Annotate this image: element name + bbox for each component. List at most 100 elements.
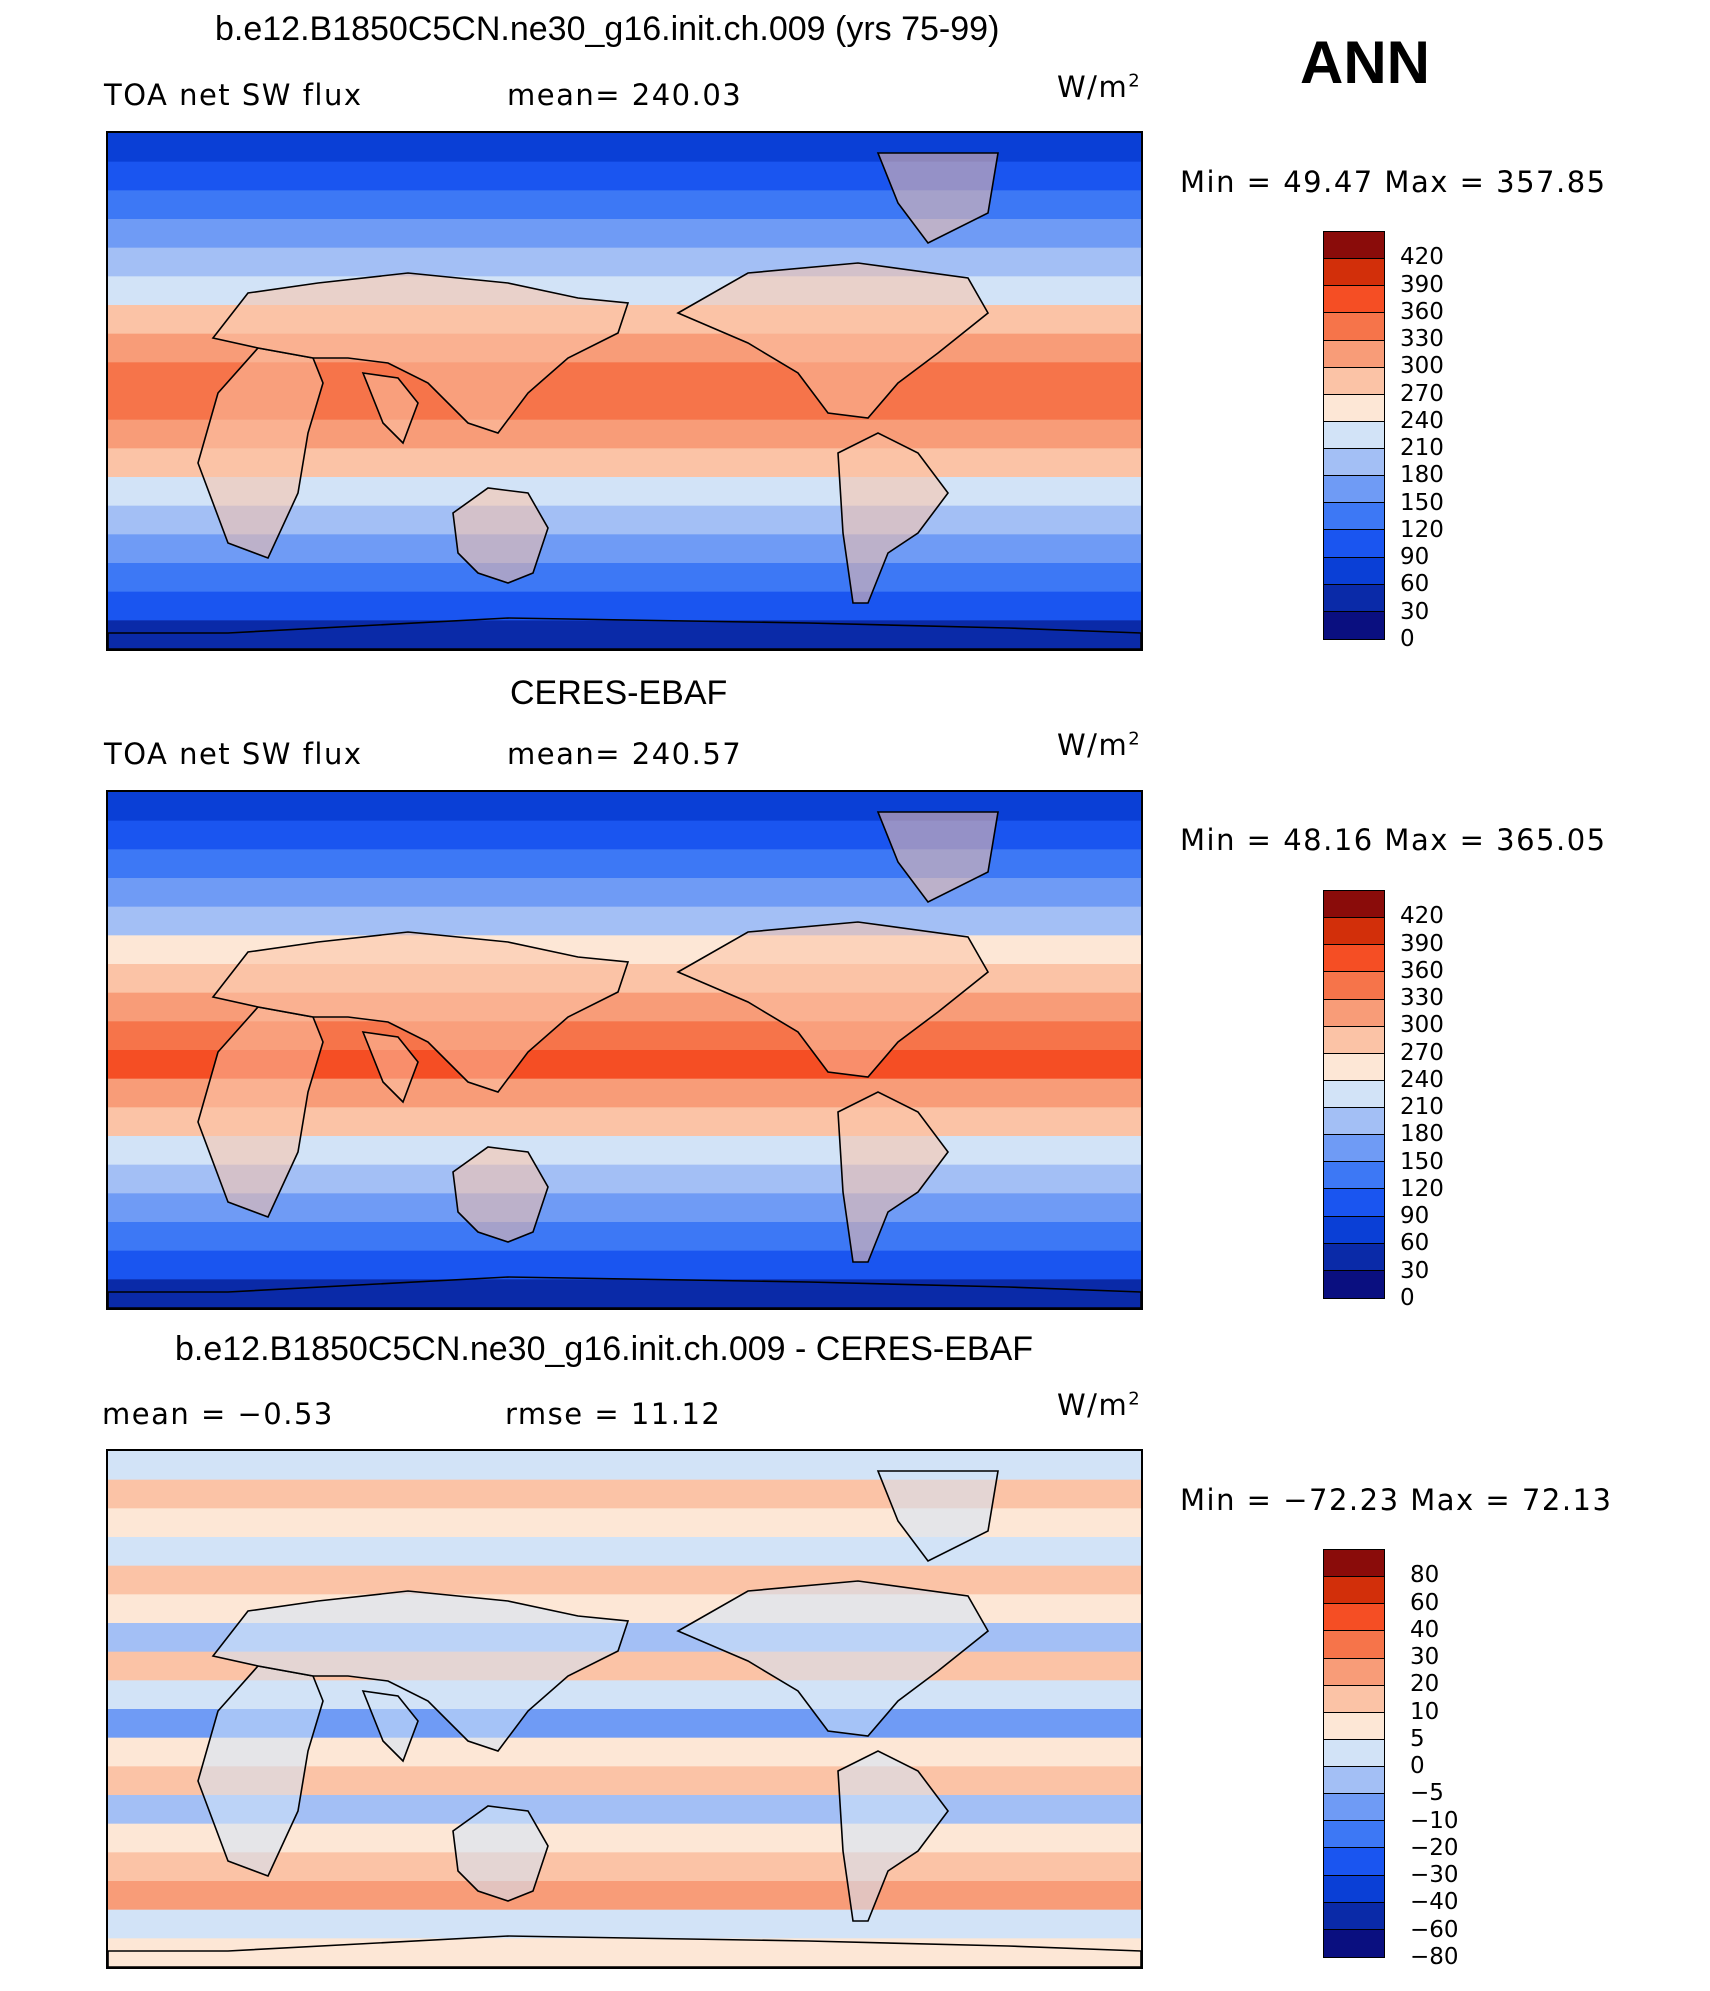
- zonal-band: [108, 878, 1141, 908]
- panel3-title: b.e12.B1850C5CN.ne30_g16.init.ch.009 - C…: [175, 1330, 1034, 1368]
- panel2-title: CERES-EBAF: [510, 674, 728, 712]
- zonal-band: [108, 1222, 1141, 1252]
- colorbar-swatch: [1324, 232, 1384, 260]
- colorbar-swatch: [1324, 259, 1384, 287]
- colorbar-swatch: [1324, 1135, 1384, 1163]
- coastline: [676, 921, 990, 1078]
- colorbar-swatch: [1324, 1739, 1384, 1767]
- colorbar-swatch: [1324, 530, 1384, 558]
- coastline: [211, 1590, 630, 1752]
- panel1-units: W/m2: [1057, 70, 1142, 104]
- colorbar-tick-label: 180: [1400, 1121, 1444, 1148]
- coastline: [837, 1091, 949, 1263]
- panel1-center-label: mean= 240.03: [507, 78, 743, 112]
- colorbar-tick-label: 300: [1400, 1012, 1444, 1039]
- colorbar-tick-label: 30: [1400, 1257, 1430, 1284]
- colorbar-tick-label: 10: [1410, 1698, 1440, 1725]
- coastline: [108, 617, 1141, 649]
- colorbar-tick-label: −5: [1410, 1780, 1444, 1807]
- colorbar-swatch: [1324, 1875, 1384, 1903]
- colorbar-tick-label: −10: [1410, 1807, 1459, 1834]
- colorbar-tick-label: 390: [1400, 271, 1444, 298]
- coastline: [876, 152, 999, 245]
- colorbar-tick-label: 60: [1410, 1589, 1440, 1616]
- zonal-band: [108, 1938, 1141, 1967]
- panel2-map: [106, 790, 1143, 1310]
- colorbar-swatch: [1324, 1270, 1384, 1298]
- colorbar-swatch: [1324, 1929, 1384, 1957]
- colorbar-swatch: [1324, 503, 1384, 531]
- colorbar-tick-label: 210: [1400, 1094, 1444, 1121]
- colorbar-tick-label: −40: [1410, 1889, 1459, 1916]
- zonal-band: [108, 620, 1141, 649]
- panel3-minmax: Min = −72.23 Max = 72.13: [1180, 1483, 1613, 1517]
- coastline: [211, 931, 630, 1093]
- colorbar-tick-label: 120: [1400, 516, 1444, 543]
- colorbar-swatch: [1324, 1080, 1384, 1108]
- colorbar-swatch: [1324, 1162, 1384, 1190]
- colorbar-swatch: [1324, 1712, 1384, 1740]
- coastline: [361, 1031, 419, 1104]
- colorbar-swatch: [1324, 1767, 1384, 1795]
- colorbar-swatch: [1324, 1577, 1384, 1605]
- colorbar-tick-label: 300: [1400, 353, 1444, 380]
- coastline: [211, 272, 630, 434]
- zonal-band: [108, 906, 1141, 937]
- panel2-units: W/m2: [1057, 728, 1142, 762]
- season-label: ANN: [1300, 29, 1430, 96]
- colorbar-tick-label: 0: [1400, 1285, 1415, 1311]
- colorbar-swatch: [1324, 476, 1384, 504]
- panel3-colorbar: [1323, 1549, 1385, 1958]
- colorbar-swatch: [1324, 1848, 1384, 1876]
- colorbar-tick-label: 80: [1410, 1562, 1440, 1589]
- zonal-band: [108, 1250, 1141, 1281]
- zonal-band: [108, 1852, 1141, 1882]
- panel2-center-label: mean= 240.57: [507, 737, 743, 771]
- panel1-map-svg: [108, 133, 1141, 649]
- colorbar-tick-label: 60: [1400, 571, 1430, 598]
- colorbar-swatch: [1324, 1550, 1384, 1578]
- coastline: [876, 811, 999, 904]
- colorbar-swatch: [1324, 1794, 1384, 1822]
- coastline: [361, 372, 419, 445]
- colorbar-swatch: [1324, 891, 1384, 919]
- colorbar-tick-label: −30: [1410, 1862, 1459, 1889]
- coastline: [452, 487, 549, 584]
- coastline: [108, 1935, 1141, 1967]
- zonal-band: [108, 563, 1141, 593]
- colorbar-tick-label: 20: [1410, 1671, 1440, 1698]
- colorbar-tick-label: 0: [1410, 1753, 1425, 1780]
- colorbar-tick-label: 360: [1400, 298, 1444, 325]
- coastline: [452, 1805, 549, 1902]
- zonal-band: [108, 219, 1141, 249]
- colorbar-swatch: [1324, 1053, 1384, 1081]
- coastline: [361, 1690, 419, 1763]
- panel1-minmax: Min = 49.47 Max = 357.85: [1180, 165, 1607, 199]
- zonal-band: [108, 1565, 1141, 1596]
- colorbar-swatch: [1324, 1026, 1384, 1054]
- panel2-colorbar-ticks: 420 390 360 330 300 270 240 210 180 150 120 90 60 30 0: [1400, 890, 1500, 1311]
- coastline: [108, 1276, 1141, 1308]
- panel1-colorbar: [1323, 231, 1385, 640]
- colorbar-tick-label: 90: [1400, 544, 1430, 571]
- colorbar-tick-label: 30: [1410, 1644, 1440, 1671]
- panel3-map-svg: [108, 1451, 1141, 1967]
- coastline: [197, 1665, 324, 1878]
- panel1-title: b.e12.B1850C5CN.ne30_g16.init.ch.009 (yr…: [215, 10, 1000, 48]
- colorbar-swatch: [1324, 1631, 1384, 1659]
- colorbar-tick-label: 40: [1410, 1616, 1440, 1643]
- colorbar-swatch: [1324, 918, 1384, 946]
- colorbar-swatch: [1324, 421, 1384, 449]
- colorbar-tick-label: 0: [1400, 626, 1415, 652]
- zonal-band: [108, 1881, 1141, 1911]
- colorbar-tick-label: 30: [1400, 598, 1430, 625]
- colorbar-tick-label: 90: [1400, 1203, 1430, 1230]
- colorbar-swatch: [1324, 313, 1384, 341]
- panel3-map: [106, 1449, 1143, 1969]
- colorbar-tick-label: −60: [1410, 1916, 1459, 1943]
- colorbar-swatch: [1324, 1604, 1384, 1632]
- colorbar-swatch: [1324, 340, 1384, 368]
- colorbar-swatch: [1324, 557, 1384, 585]
- colorbar-swatch: [1324, 394, 1384, 422]
- colorbar-swatch: [1324, 999, 1384, 1027]
